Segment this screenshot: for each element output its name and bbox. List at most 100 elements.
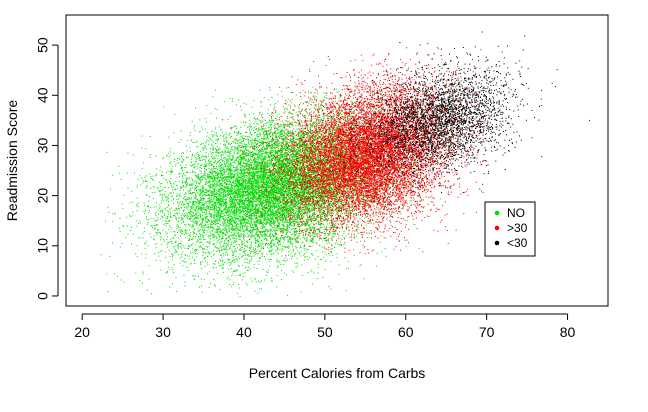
data-point bbox=[270, 258, 272, 260]
data-point bbox=[256, 193, 258, 194]
data-point bbox=[317, 131, 319, 133]
data-point bbox=[263, 147, 265, 149]
data-point bbox=[270, 245, 272, 247]
data-point bbox=[313, 193, 315, 195]
data-point bbox=[200, 224, 202, 226]
data-point bbox=[156, 173, 158, 175]
data-point bbox=[267, 242, 269, 244]
data-point bbox=[160, 233, 161, 235]
data-point bbox=[269, 164, 271, 166]
data-point bbox=[276, 227, 278, 229]
data-point bbox=[286, 229, 288, 231]
data-point bbox=[211, 140, 213, 142]
data-point bbox=[229, 151, 231, 153]
data-point bbox=[323, 92, 325, 94]
data-point bbox=[280, 142, 282, 144]
data-point bbox=[257, 238, 259, 240]
data-point bbox=[307, 129, 309, 131]
data-point bbox=[284, 141, 286, 143]
data-point bbox=[144, 247, 146, 249]
data-point bbox=[177, 201, 178, 203]
data-point bbox=[342, 180, 344, 182]
data-point bbox=[156, 223, 157, 225]
data-point bbox=[230, 263, 232, 265]
data-point bbox=[207, 231, 209, 233]
data-point bbox=[326, 190, 328, 192]
data-point bbox=[222, 205, 224, 206]
data-point bbox=[205, 165, 207, 167]
data-point bbox=[427, 155, 429, 157]
data-point bbox=[339, 214, 341, 216]
data-point bbox=[194, 187, 196, 188]
data-point bbox=[200, 214, 201, 216]
data-point bbox=[257, 162, 258, 164]
data-point bbox=[201, 159, 203, 161]
data-point bbox=[250, 164, 252, 166]
data-point bbox=[218, 202, 220, 204]
data-point bbox=[280, 210, 282, 212]
data-point bbox=[202, 199, 204, 201]
data-point bbox=[322, 123, 324, 125]
data-point bbox=[137, 256, 139, 258]
data-point bbox=[198, 173, 200, 175]
data-point bbox=[211, 216, 213, 218]
data-point bbox=[266, 180, 268, 182]
data-point bbox=[282, 149, 284, 150]
data-point bbox=[260, 156, 262, 158]
data-point bbox=[282, 140, 284, 142]
data-point bbox=[279, 175, 280, 177]
data-point bbox=[300, 131, 302, 133]
data-point bbox=[242, 135, 244, 137]
data-point bbox=[291, 184, 293, 186]
data-point bbox=[210, 216, 212, 218]
data-point bbox=[139, 279, 141, 281]
data-point bbox=[247, 186, 248, 188]
data-point bbox=[235, 275, 237, 276]
data-point bbox=[281, 196, 283, 198]
data-point bbox=[254, 178, 256, 180]
data-point bbox=[274, 126, 276, 128]
data-point bbox=[209, 253, 211, 255]
data-point bbox=[238, 132, 240, 134]
data-point bbox=[192, 275, 194, 277]
data-point bbox=[197, 275, 199, 277]
data-point bbox=[307, 259, 309, 260]
data-point bbox=[276, 236, 278, 238]
data-point bbox=[304, 185, 306, 187]
data-point bbox=[314, 234, 316, 236]
data-point bbox=[253, 195, 255, 197]
data-point bbox=[250, 196, 252, 198]
data-point bbox=[321, 136, 323, 138]
data-point bbox=[374, 221, 376, 223]
data-point bbox=[313, 141, 315, 143]
data-point bbox=[270, 223, 272, 225]
data-point bbox=[291, 98, 293, 100]
data-point bbox=[254, 142, 256, 144]
data-point bbox=[194, 259, 196, 261]
data-point bbox=[258, 202, 260, 204]
data-point bbox=[220, 143, 222, 145]
data-point bbox=[231, 189, 233, 191]
data-point bbox=[201, 203, 203, 205]
data-point bbox=[267, 211, 269, 213]
data-point bbox=[237, 157, 238, 159]
data-point bbox=[200, 177, 202, 179]
data-point bbox=[234, 132, 236, 134]
data-point bbox=[194, 250, 195, 252]
data-point bbox=[249, 123, 251, 125]
data-point bbox=[348, 137, 350, 138]
data-point bbox=[203, 219, 205, 221]
data-point bbox=[256, 228, 257, 230]
data-point bbox=[405, 154, 407, 156]
data-point bbox=[269, 194, 271, 196]
data-point bbox=[216, 216, 218, 218]
data-point bbox=[342, 165, 343, 167]
data-point bbox=[315, 105, 317, 107]
data-point bbox=[293, 156, 295, 158]
data-point bbox=[223, 241, 225, 243]
data-point bbox=[297, 216, 299, 218]
data-point bbox=[166, 272, 168, 274]
data-point bbox=[297, 265, 299, 267]
data-point bbox=[244, 262, 246, 264]
data-point bbox=[173, 202, 175, 204]
